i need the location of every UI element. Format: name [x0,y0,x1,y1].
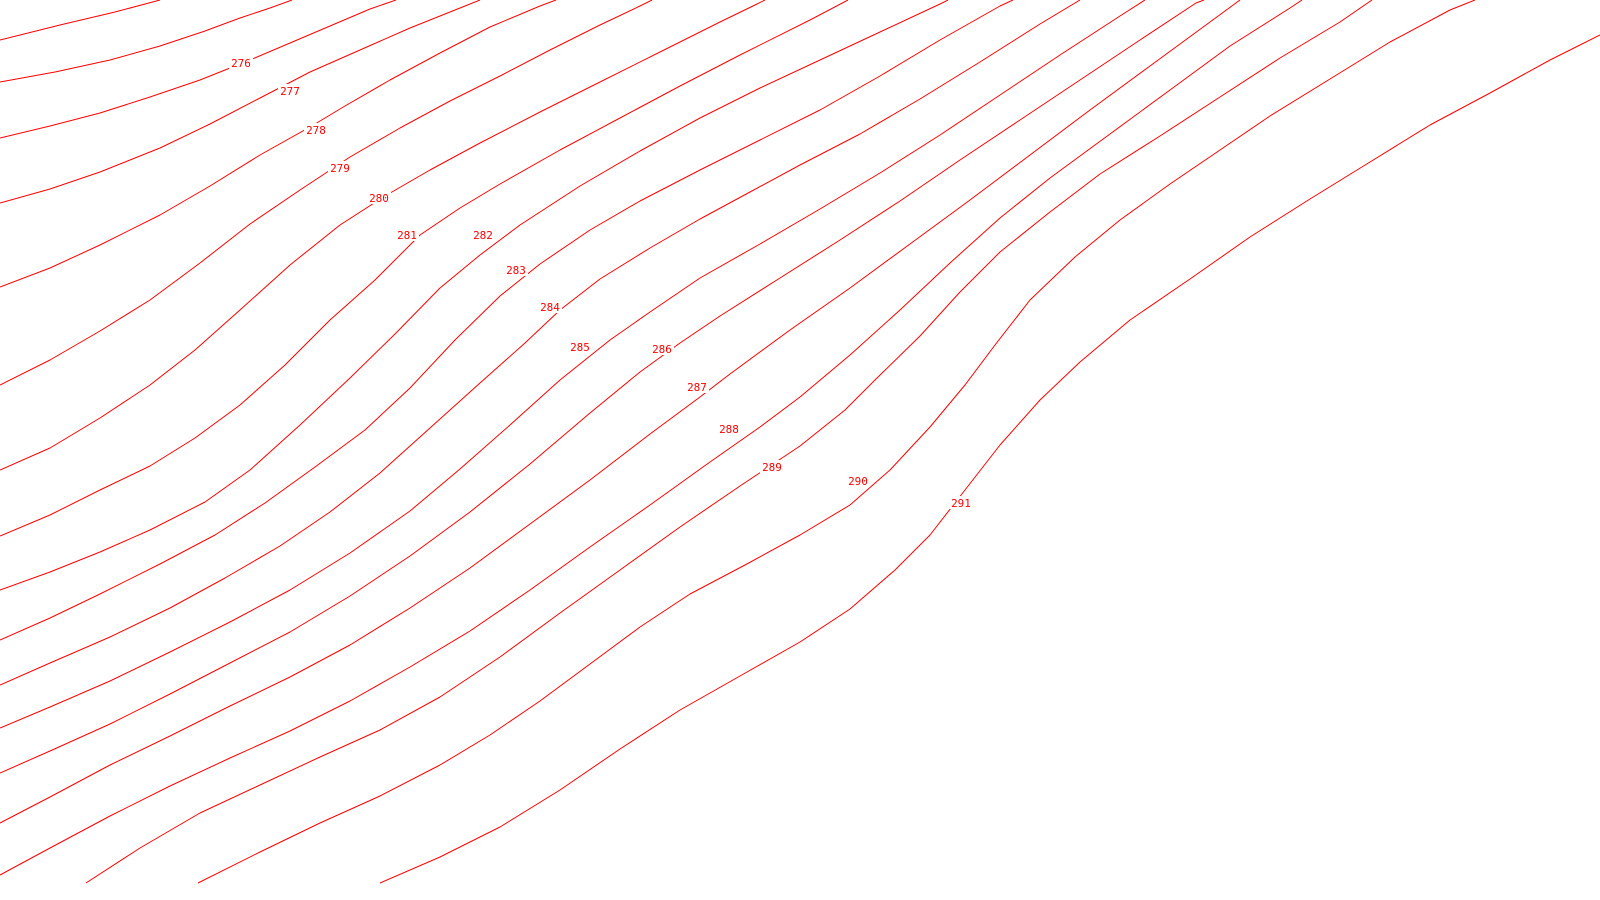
contour-label-287: 287 [687,381,707,394]
contour-line-290 [85,0,1373,884]
contour-line-285 [0,0,1081,686]
contour-label-291: 291 [951,497,971,510]
contour-label-285: 285 [570,341,590,354]
contour-label-background [685,380,709,393]
contour-line-277 [0,0,397,139]
contour-label-286: 286 [652,343,672,356]
contour-label-289: 289 [762,461,782,474]
contour-label-background [504,263,528,276]
contour-line-278 [0,0,481,204]
contour-label-background [760,460,784,473]
contour-label-background [229,56,253,69]
contour-label-background [304,123,328,136]
contour-label-background [278,84,302,97]
contour-label-background [949,496,973,509]
contour-label-282: 282 [473,229,493,242]
contour-label-279: 279 [330,162,350,175]
contour-label-background [538,300,562,313]
contour-label-background [367,191,391,204]
contour-label-background [568,340,592,353]
contour-label-277: 277 [280,85,300,98]
contour-line-287 [0,0,1205,774]
contour-labels: 276 277 278 279 280 281 282 283 284 285 286 287 288 2… [229,56,973,510]
contour-line-280 [0,0,653,386]
contour-line-291 [197,0,1476,884]
contour-line-unlabeled [379,34,1600,884]
contour-label-background [328,161,352,174]
contour-line-284 [0,0,1014,641]
contour-line-283 [0,0,949,591]
contour-label-background [717,422,741,435]
contour-label-283: 283 [506,264,526,277]
contour-label-288: 288 [719,423,739,436]
contour-label-281: 281 [397,229,417,242]
contour-label-284: 284 [540,301,560,314]
contour-label-290: 290 [848,475,868,488]
contour-label-280: 280 [369,192,389,205]
contour-line-289 [0,0,1303,876]
contour-label-278: 278 [306,124,326,137]
contour-label-background [846,474,870,487]
contour-label-background [395,228,419,241]
contour-label-background [650,342,674,355]
contour-line-286 [0,0,1146,729]
contour-line-unlabeled [0,0,161,41]
contour-line-288 [0,0,1241,824]
contour-label-background [471,228,495,241]
contour-line-282 [0,0,849,537]
contour-line-276 [0,0,293,83]
contour-label-276: 276 [231,57,251,70]
